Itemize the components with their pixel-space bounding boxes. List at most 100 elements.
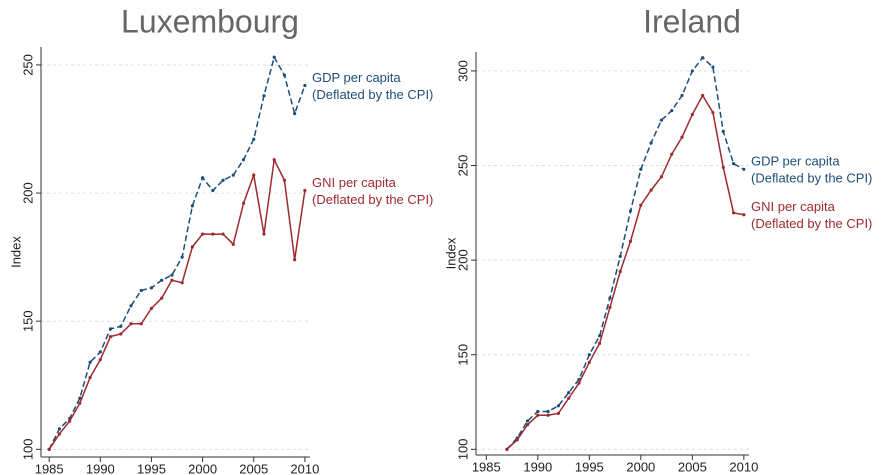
point [88, 360, 92, 364]
point [180, 255, 184, 259]
y-axis-label: Index [443, 237, 458, 269]
point [231, 173, 235, 177]
y-tick-label: 250 [20, 54, 35, 76]
x-tick-label: 2010 [729, 459, 758, 474]
series-label: GNI per capita [751, 199, 836, 214]
point [211, 232, 215, 236]
x-tick-label: 1985 [35, 461, 64, 475]
point [505, 447, 509, 451]
point [108, 327, 113, 331]
point [78, 396, 82, 400]
y-tick-label: 300 [455, 60, 470, 82]
point [241, 201, 246, 205]
point [598, 341, 602, 345]
point [129, 304, 133, 308]
point [598, 334, 602, 338]
point [711, 110, 715, 115]
point [721, 165, 725, 170]
point [190, 204, 194, 208]
point [515, 438, 519, 442]
y-tick-label: 200 [455, 249, 470, 271]
point [129, 322, 133, 326]
point [608, 305, 612, 310]
series-note: (Deflated by the CPI) [312, 87, 433, 102]
point [303, 83, 307, 88]
point [282, 178, 287, 182]
point [272, 55, 276, 59]
x-tick-label: 2005 [678, 459, 707, 474]
point [649, 188, 653, 192]
point [272, 158, 276, 162]
point [525, 419, 530, 423]
point [252, 173, 256, 177]
point [639, 203, 643, 207]
point [536, 413, 540, 417]
point [119, 324, 123, 328]
point [149, 286, 154, 290]
series-note: (Deflated by the CPI) [312, 192, 433, 207]
point [68, 419, 72, 423]
point [170, 273, 174, 277]
point [701, 93, 705, 98]
x-tick-label: 2000 [188, 461, 217, 475]
point [262, 94, 266, 98]
point [567, 390, 571, 395]
y-tick-label: 100 [455, 438, 470, 460]
x-tick-label: 1995 [575, 459, 604, 474]
point [731, 211, 736, 215]
series-line [48, 55, 306, 450]
x-tick-label: 1990 [523, 459, 552, 474]
point [680, 135, 684, 139]
point [711, 65, 715, 69]
point [262, 232, 266, 236]
point [628, 239, 633, 243]
point [670, 109, 674, 113]
y-tick-label: 200 [20, 182, 35, 204]
point [659, 175, 664, 179]
point [241, 158, 246, 162]
series-label: GNI per capita [312, 175, 397, 190]
y-tick-label: 100 [20, 438, 35, 460]
point [252, 137, 256, 141]
point [525, 423, 530, 427]
point [701, 56, 705, 60]
point [721, 129, 725, 134]
point [170, 278, 174, 282]
series-label: GDP per capita [751, 154, 840, 169]
y-tick-label: 250 [455, 155, 470, 177]
x-tick-label: 2005 [239, 461, 268, 475]
point [690, 69, 694, 73]
point [139, 322, 143, 326]
point [303, 188, 307, 193]
point [190, 245, 194, 249]
point [690, 112, 694, 117]
x-tick-label: 2000 [626, 459, 655, 474]
point [293, 112, 297, 116]
point [618, 269, 622, 274]
point [88, 375, 92, 380]
point [98, 358, 102, 362]
chart-title: Ireland [643, 3, 741, 39]
point [546, 413, 550, 417]
point [57, 427, 62, 431]
point [180, 281, 184, 285]
point [231, 242, 235, 246]
x-tick-label: 1990 [86, 461, 115, 475]
x-tick-label: 2010 [290, 461, 319, 475]
chart-title: Luxembourg [121, 3, 299, 39]
point [221, 232, 225, 236]
point [587, 353, 591, 357]
series-line [48, 157, 306, 450]
point [639, 167, 643, 171]
series-label: GDP per capita [312, 70, 401, 85]
point [108, 334, 113, 339]
point [57, 432, 62, 436]
point [160, 278, 164, 282]
point [149, 306, 154, 310]
point [160, 296, 164, 300]
y-axis-label: Index [8, 236, 23, 268]
series-note: (Deflated by the CPI) [751, 171, 872, 186]
point [628, 209, 633, 213]
point [618, 254, 622, 258]
